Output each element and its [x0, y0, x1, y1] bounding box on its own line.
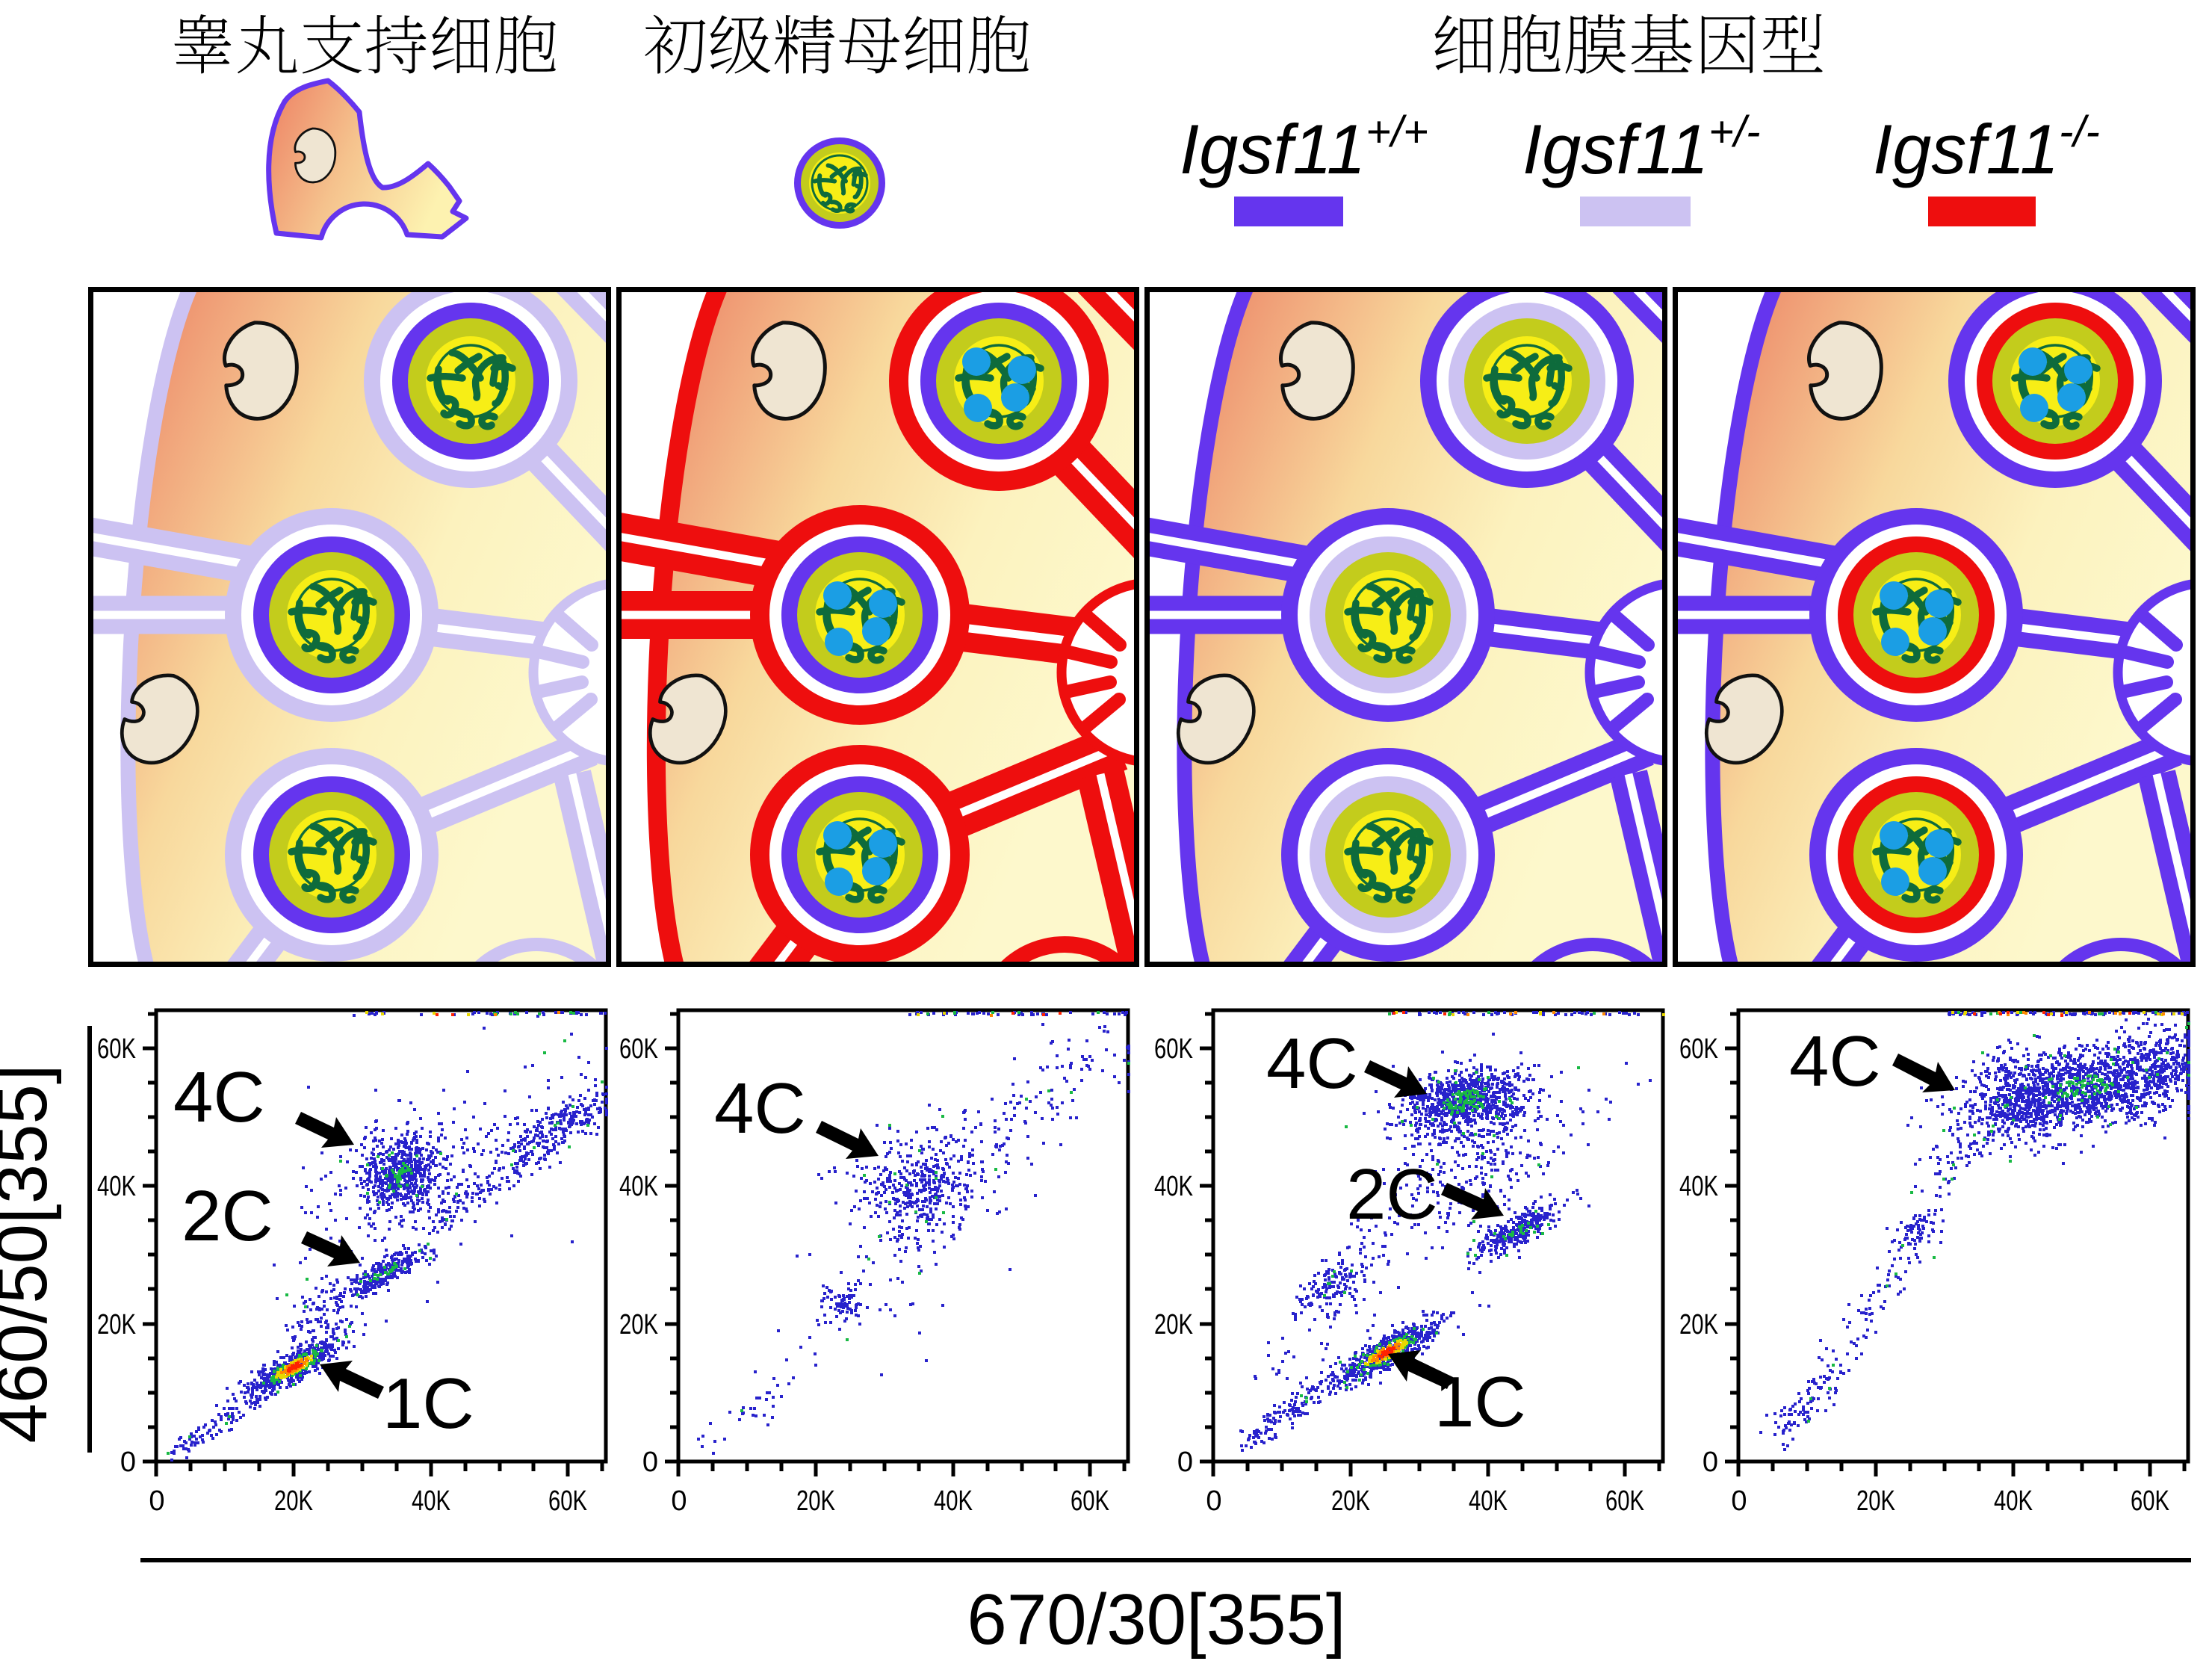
svg-text:0: 0 — [1206, 1485, 1221, 1517]
svg-text:0: 0 — [1177, 1447, 1193, 1478]
svg-text:2C: 2C — [182, 1176, 273, 1256]
svg-text:0: 0 — [671, 1485, 687, 1517]
svg-text:20K: 20K — [97, 1309, 136, 1340]
svg-text:20K: 20K — [796, 1485, 835, 1517]
svg-text:60K: 60K — [1071, 1485, 1109, 1517]
svg-text:20K: 20K — [1154, 1309, 1193, 1340]
svg-text:20K: 20K — [1856, 1485, 1895, 1517]
svg-text:460/50[355]: 460/50[355] — [0, 1064, 62, 1443]
svg-text:40K: 40K — [1994, 1485, 2033, 1517]
svg-text:40K: 40K — [619, 1171, 658, 1202]
svg-text:1C: 1C — [382, 1364, 474, 1444]
svg-text:2C: 2C — [1346, 1154, 1438, 1234]
svg-text:60K: 60K — [97, 1033, 136, 1065]
svg-text:40K: 40K — [1679, 1171, 1718, 1202]
svg-text:60K: 60K — [548, 1485, 587, 1517]
svg-text:20K: 20K — [619, 1309, 658, 1340]
svg-text:40K: 40K — [97, 1171, 136, 1202]
svg-text:4C: 4C — [173, 1057, 265, 1137]
svg-text:40K: 40K — [1469, 1485, 1508, 1517]
svg-text:20K: 20K — [1679, 1309, 1718, 1340]
svg-text:60K: 60K — [2131, 1485, 2169, 1517]
svg-text:60K: 60K — [619, 1033, 658, 1065]
svg-text:1C: 1C — [1434, 1362, 1526, 1442]
svg-text:60K: 60K — [1605, 1485, 1644, 1517]
svg-text:0: 0 — [1703, 1447, 1718, 1478]
svg-text:0: 0 — [120, 1447, 136, 1478]
svg-text:60K: 60K — [1679, 1033, 1718, 1065]
svg-text:40K: 40K — [412, 1485, 450, 1517]
svg-text:20K: 20K — [1331, 1485, 1370, 1517]
svg-text:20K: 20K — [274, 1485, 313, 1517]
svg-text:670/30[355]: 670/30[355] — [967, 1580, 1345, 1660]
svg-text:0: 0 — [1731, 1485, 1747, 1517]
svg-text:4C: 4C — [714, 1068, 806, 1148]
svg-text:40K: 40K — [1154, 1171, 1193, 1202]
svg-text:0: 0 — [642, 1447, 658, 1478]
svg-text:4C: 4C — [1789, 1021, 1881, 1101]
svg-text:4C: 4C — [1266, 1024, 1358, 1104]
svg-text:40K: 40K — [934, 1485, 973, 1517]
svg-text:60K: 60K — [1154, 1033, 1193, 1065]
svg-text:Igsf11+/-: Igsf11+/- — [1522, 108, 1760, 188]
svg-text:0: 0 — [149, 1485, 164, 1517]
